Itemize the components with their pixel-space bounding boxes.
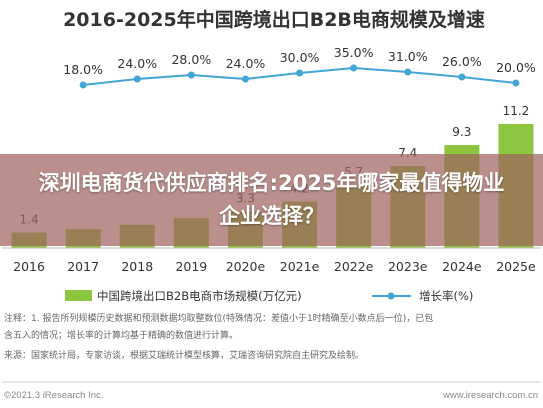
- growth-rate-label-2019: 28.0%: [171, 52, 211, 67]
- line-layer: 18.0% 24.0% 28.0% 24.0% 30.0% 35.0% 31.0% 26.0%…: [63, 45, 536, 89]
- growth-rate-label-2017: 18.0%: [63, 62, 103, 77]
- x-tick-2016: 2016: [13, 259, 45, 274]
- chart-title: 2016-2025年中国跨境出口B2B电商规模及增速: [63, 8, 485, 31]
- note-line-2: 含五入的情况；增长率的计算均基于精确的数值进行计算。: [4, 329, 238, 341]
- x-tick-2023e: 2023e: [388, 259, 428, 274]
- growth-rate-label-2024e: 26.0%: [442, 54, 482, 69]
- x-tick-2025e: 2025e: [496, 259, 536, 274]
- x-tick-2024e: 2024e: [442, 259, 482, 274]
- x-tick-2018: 2018: [121, 259, 153, 274]
- growth-point-2025e: [512, 79, 520, 87]
- growth-point-2022e: [350, 64, 358, 72]
- growth-rate-label-2021e: 30.0%: [280, 50, 320, 65]
- growth-point-2020e: [241, 75, 249, 83]
- x-tick-2022e: 2022e: [334, 259, 374, 274]
- growth-point-2023e: [404, 68, 412, 76]
- legend-swatch-bar: [65, 290, 92, 301]
- legend-label-bar: 中国跨境出口B2B电商市场规模(万亿元): [97, 289, 302, 303]
- x-tick-2019: 2019: [175, 259, 207, 274]
- bar-value-label-2025e: 11.2: [503, 104, 530, 118]
- legend-label-line: 增长率(%): [419, 289, 473, 303]
- bar-value-label-2024e: 9.3: [452, 125, 471, 139]
- growth-rate-label-2020e: 24.0%: [226, 56, 266, 71]
- growth-rate-label-2023e: 31.0%: [388, 49, 428, 64]
- x-tick-2017: 2017: [67, 259, 99, 274]
- growth-rate-label-2025e: 20.0%: [496, 60, 536, 75]
- footer-website: www.iresearch.com.cn: [442, 390, 538, 401]
- growth-point-2019: [187, 71, 195, 79]
- legend-swatch-marker: [387, 292, 395, 300]
- growth-point-2021e: [296, 69, 304, 77]
- x-tick-labels: 2016 2017 2018 2019 2020e 2021e 2022e 2023e 2024…: [13, 259, 536, 274]
- source-note: 来源：国家统计局，专家访谈，根据艾瑞统计模型核算，艾瑞咨询研究院自主研究及绘制。: [4, 349, 364, 361]
- footer-copyright: ©2021.3 iResearch Inc.: [4, 390, 103, 401]
- growth-rate-label-2018: 24.0%: [117, 56, 157, 71]
- x-tick-2020e: 2020e: [226, 259, 266, 274]
- growth-point-2024e: [458, 73, 466, 81]
- overlay-headline: 深圳电商货代供应商排名:2025年哪家最值得物业企业选择？: [38, 171, 505, 228]
- overlay-banner: 深圳电商货代供应商排名:2025年哪家最值得物业企业选择？: [0, 154, 543, 246]
- note-line-1: 注释：1. 报告所列规模历史数据和预测数据均取整数位(特殊情况：差值小于1时精确…: [4, 312, 433, 324]
- growth-point-2018: [133, 75, 141, 83]
- x-tick-2021e: 2021e: [280, 259, 320, 274]
- growth-rate-label-2022e: 35.0%: [334, 45, 374, 60]
- growth-point-2017: [79, 81, 87, 89]
